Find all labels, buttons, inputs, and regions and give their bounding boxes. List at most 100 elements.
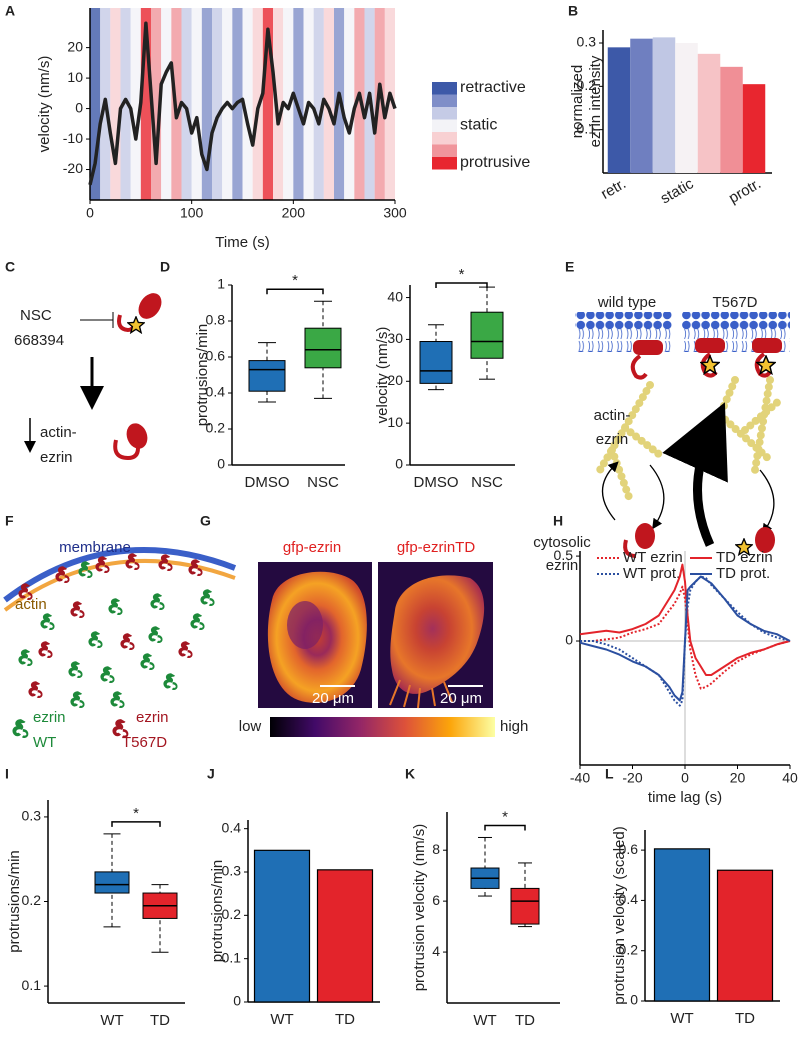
state-band — [110, 8, 121, 200]
x-tick-label: WT — [670, 1010, 693, 1027]
y-axis-label: ezrin intensity — [587, 55, 604, 147]
legend-label: static — [460, 117, 497, 134]
bar — [607, 47, 631, 174]
x-tick-label: protr. — [726, 175, 764, 207]
colorbar-label: low — [239, 718, 262, 735]
y-tick-label: 0.2 — [222, 906, 242, 922]
state-band — [344, 8, 355, 200]
y-tick-label: 0.1 — [222, 949, 242, 965]
y-tick-label: 0.1 — [577, 120, 597, 136]
y-axis-label: protrusion velocity (scaled) — [611, 826, 628, 1004]
y-tick-label: 8 — [432, 841, 440, 857]
actin — [596, 376, 784, 504]
state-band — [151, 8, 162, 200]
panel-letter: D — [160, 259, 170, 275]
box — [94, 871, 130, 894]
x-tick-label: 20 — [730, 770, 746, 786]
legend-label: retractive — [460, 79, 526, 96]
y-tick-label: 0 — [565, 632, 573, 648]
y-tick-label: 0.6 — [206, 348, 226, 364]
line — [579, 575, 791, 702]
bar — [697, 53, 721, 174]
images-g: gfp-ezrin gfp-ezrinTD 20 μm 20 μm low hi… — [239, 539, 528, 737]
membrane — [3, 547, 237, 603]
scale-label: 20 μm — [312, 690, 354, 707]
y-tick-label: 10 — [67, 69, 83, 85]
panel-letter: A — [5, 3, 15, 19]
label: actin- — [40, 424, 77, 441]
state-band — [201, 8, 212, 200]
state-band — [90, 8, 101, 200]
x-tick-label: WT — [270, 1011, 293, 1028]
panel-letter: G — [200, 513, 211, 529]
y-tick-label: 0 — [395, 456, 403, 472]
y-tick-label: 4 — [432, 943, 440, 959]
y-tick-label: 20 — [387, 372, 403, 388]
panel-letter: L — [605, 766, 614, 782]
legend-swatch — [432, 119, 457, 132]
arrow — [759, 469, 775, 535]
y-axis-label: protrusions/min — [6, 850, 23, 953]
state-band — [120, 8, 131, 200]
label: actin — [15, 596, 47, 613]
ezrin-open — [113, 439, 140, 461]
diagram-e: wild type T567D actin- ezrin cytosolic e… — [533, 294, 790, 574]
image-title: gfp-ezrin — [283, 539, 341, 556]
ezrin — [633, 340, 663, 355]
bar — [716, 869, 774, 1002]
y-tick-label: 0 — [233, 993, 241, 1009]
label: cytosolic — [533, 534, 591, 551]
y-tick-label: -20 — [63, 160, 83, 176]
legend-label: TD prot. — [716, 565, 770, 582]
y-tick-label: 0.2 — [577, 77, 597, 93]
x-tick-label: static — [658, 175, 697, 207]
legend-swatch — [432, 107, 457, 120]
x-axis-label: time lag (s) — [648, 789, 722, 806]
legend-swatch — [432, 94, 457, 107]
colorbar-label: high — [500, 718, 528, 735]
legend-label: WT — [33, 734, 56, 751]
significance-label: * — [459, 266, 465, 283]
bar — [653, 848, 711, 1002]
label: actin- — [594, 407, 631, 424]
significance-label: * — [502, 808, 508, 825]
significance-bracket — [435, 282, 488, 288]
state-band — [181, 8, 192, 200]
panel-letter: K — [405, 766, 415, 782]
x-tick-label: NSC — [471, 474, 503, 491]
y-tick-label: 0 — [75, 99, 83, 115]
line — [88, 21, 397, 186]
nucleus — [287, 601, 323, 649]
significance-label: * — [292, 272, 298, 289]
y-axis-label: protrusions/min — [194, 324, 211, 427]
significance-bracket — [266, 288, 324, 295]
label: ezrin — [40, 449, 73, 466]
box — [419, 341, 453, 384]
arrow-strong — [662, 402, 728, 547]
bar — [253, 849, 311, 1003]
y-tick-label: 0.6 — [619, 841, 639, 857]
ezrin — [752, 338, 782, 353]
y-tick-label: 0.2 — [619, 941, 639, 957]
label: NSC — [20, 307, 52, 324]
legend-swatch — [432, 82, 457, 95]
panel-letter: I — [5, 766, 9, 782]
bar — [316, 869, 374, 1003]
x-axis-label: Time (s) — [215, 234, 269, 251]
panel-letter: E — [565, 259, 574, 275]
ezrin — [755, 527, 775, 553]
y-tick-label: 20 — [67, 38, 83, 54]
x-tick-label: DMSO — [245, 474, 290, 491]
x-tick-label: 200 — [282, 205, 306, 221]
y-axis-label: protrusion velocity (nm/s) — [411, 824, 428, 992]
legend-swatch — [432, 144, 457, 157]
y-tick-label: 0.4 — [206, 384, 226, 400]
panel-letter: F — [5, 513, 14, 529]
x-tick-label: 0 — [86, 205, 94, 221]
x-tick-label: 300 — [383, 205, 407, 221]
state-band — [140, 8, 151, 200]
y-tick-label: 0.1 — [22, 977, 42, 993]
state-band — [212, 8, 223, 200]
arrow — [649, 464, 665, 530]
state-band — [384, 8, 395, 200]
